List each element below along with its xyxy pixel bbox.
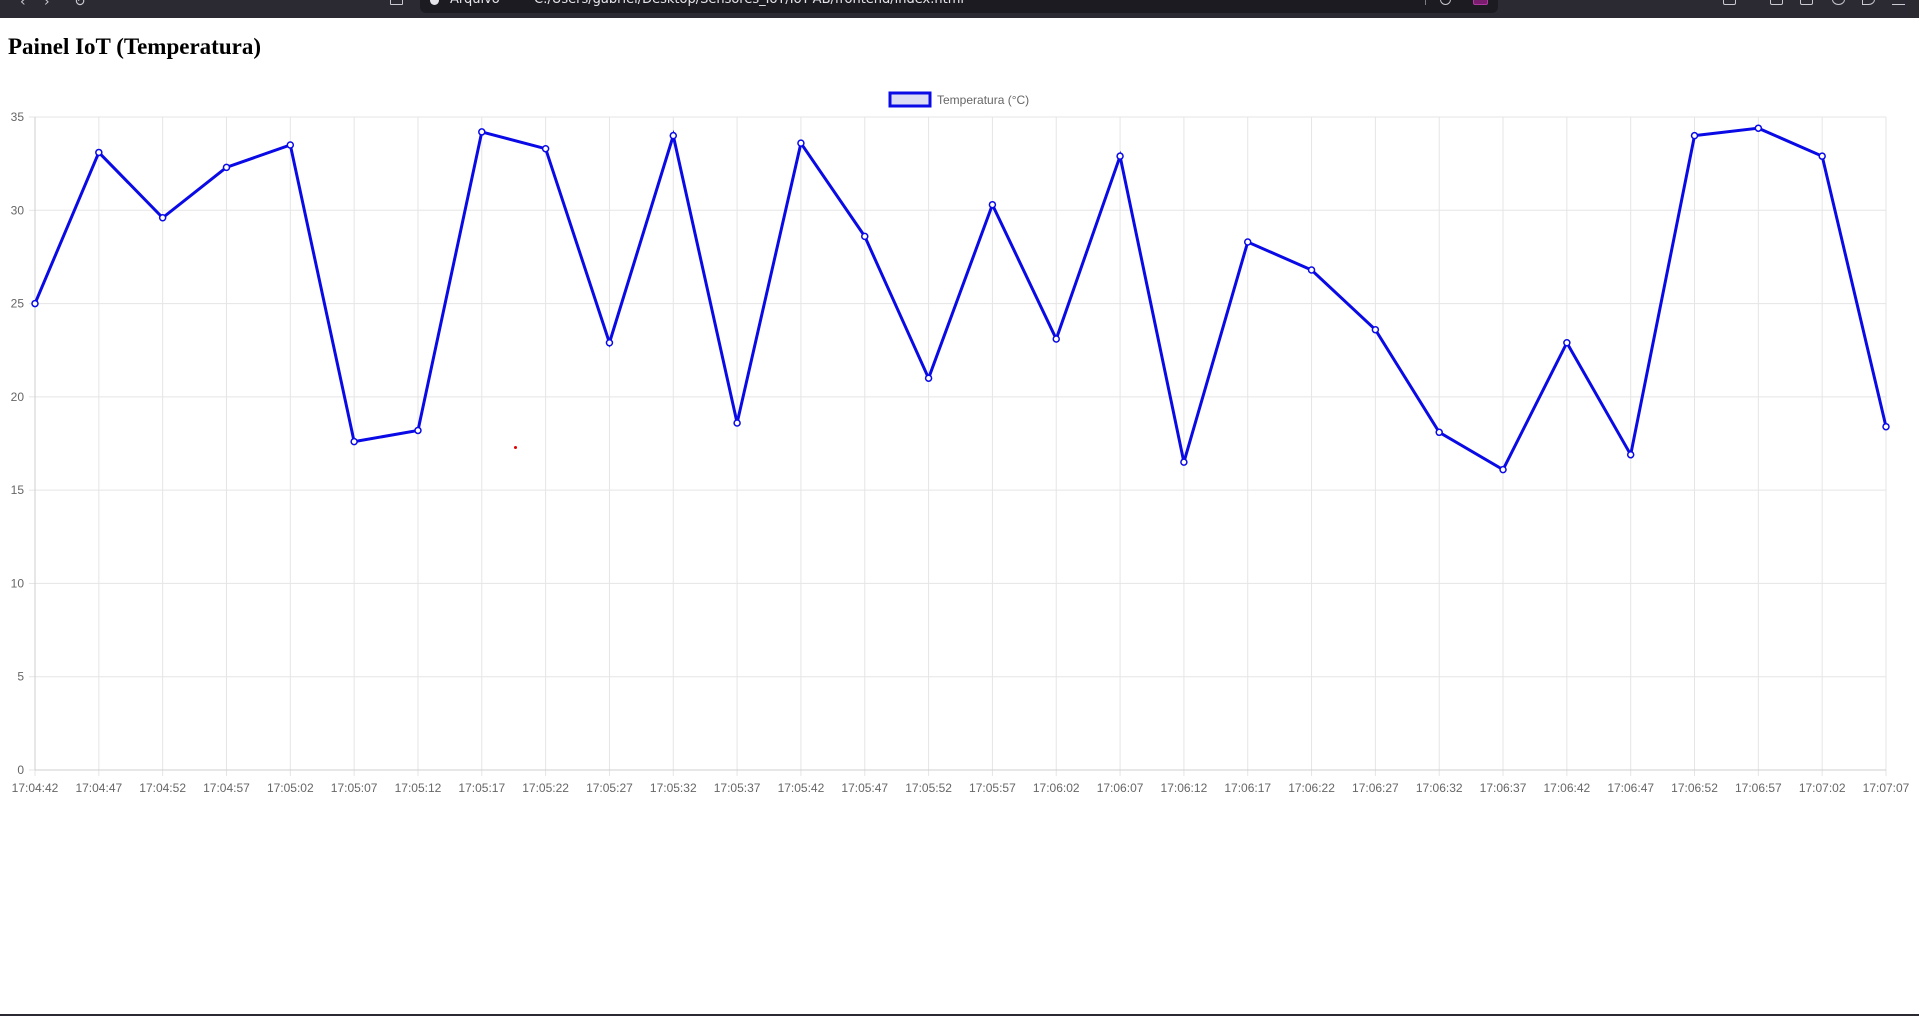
pocket-icon[interactable] [1862,0,1875,5]
back-icon[interactable]: ‹ [20,0,26,10]
x-tick-label: 17:06:12 [1161,781,1208,795]
legend-swatch [888,91,932,108]
x-tick-label: 17:06:07 [1097,781,1144,795]
shield-icon[interactable] [1440,0,1451,5]
data-point [605,339,614,347]
stray-marker-dot [514,446,517,449]
x-tick-label: 17:05:52 [905,781,952,795]
x-tick-label: 17:05:17 [458,781,505,795]
x-tick-label: 17:06:27 [1352,781,1399,795]
data-point [541,144,550,153]
x-tick-label: 17:05:12 [395,781,442,795]
data-point [286,141,295,149]
data-point [1116,152,1124,160]
data-point [414,426,422,435]
y-tick-label: 30 [11,203,25,217]
forward-icon[interactable]: › [44,0,50,10]
legend-label: Temperatura (°C) [937,93,1029,107]
library-icon[interactable] [1770,0,1783,5]
page-title: Painel IoT (Temperatura) [8,34,261,59]
temperature-series-line [33,126,1888,472]
x-tick-label: 17:04:52 [139,781,186,795]
x-tick-label: 17:06:22 [1288,781,1335,795]
y-tick-label: 15 [11,483,25,497]
reload-icon[interactable]: ↻ [74,0,86,10]
x-tick-label: 17:07:07 [1863,781,1910,795]
bookmark-icon[interactable] [390,0,403,5]
x-tick-label: 17:06:32 [1416,781,1463,795]
data-point [1818,152,1826,160]
x-tick-label: 17:05:27 [586,781,633,795]
data-point [1371,325,1380,334]
x-tick-label: 17:05:57 [969,781,1016,795]
data-point [1499,465,1507,474]
url-value: C:/Users/gabriel/Desktop/Sensores_IoT/Io… [534,0,964,7]
data-point [1243,238,1252,246]
page-info-icon[interactable] [430,0,439,5]
temperature-line-chart: 0 5 10 15 20 25 30 35 17:04:42 17:04:47 17:04:52 17… [11,91,1910,795]
data-point [222,163,231,172]
data-point [1754,124,1763,132]
y-tick-label: 25 [11,297,25,311]
x-tick-label: 17:06:47 [1607,781,1654,795]
data-point [350,437,358,446]
data-point [988,200,997,209]
downloads-icon[interactable] [1723,0,1736,5]
data-point [1563,339,1571,347]
x-tick-label: 17:05:42 [778,781,825,795]
data-point [669,131,678,140]
data-point [1052,335,1060,343]
data-point [733,419,741,427]
x-tick-label: 17:07:02 [1799,781,1846,795]
sidebar-icon[interactable] [1800,0,1813,5]
data-point [478,128,486,136]
x-tick-label: 17:04:57 [203,781,250,795]
x-tick-label: 17:04:42 [12,781,59,795]
data-point [797,139,805,147]
extension-icon[interactable] [1473,0,1488,5]
y-tick-label: 20 [11,390,25,404]
window-bottom-border [0,1014,1919,1016]
x-tick-label: 17:06:17 [1224,781,1271,795]
data-point [1882,422,1890,431]
address-bar[interactable]: Arquivo C:/Users/gabriel/Desktop/Sensore… [420,0,1498,13]
x-tick-label: 17:05:47 [841,781,888,795]
x-tick-label: 17:04:47 [75,781,122,795]
x-tick-label: 17:05:22 [522,781,569,795]
data-point [95,148,103,157]
data-point [1435,428,1443,437]
x-tick-label: 17:05:07 [331,781,378,795]
y-tick-label: 5 [17,670,24,684]
x-tick-label: 17:05:02 [267,781,314,795]
y-tick-label: 10 [11,576,25,590]
x-tick-label: 17:06:57 [1735,781,1782,795]
data-point [1180,458,1188,466]
menu-icon[interactable] [1892,0,1905,5]
y-tick-label: 35 [11,110,25,124]
url-prefix: Arquivo [450,0,500,7]
data-point [158,213,167,222]
x-tick-label: 17:06:37 [1480,781,1527,795]
x-tick-label: 17:05:37 [714,781,761,795]
address-bar-text[interactable]: Arquivo C:/Users/gabriel/Desktop/Sensore… [450,0,964,7]
x-tick-label: 17:05:32 [650,781,697,795]
data-point [1690,131,1699,140]
url-separator [1425,0,1426,5]
account-icon[interactable] [1832,0,1845,5]
data-point [31,299,39,308]
y-tick-label: 0 [17,763,24,777]
x-tick-label: 17:06:52 [1671,781,1718,795]
data-point [1307,266,1316,274]
x-tick-label: 17:06:42 [1544,781,1591,795]
data-point [924,374,933,382]
data-point [1626,450,1635,459]
browser-toolbar: ‹ › ↻ Arquivo C:/Users/gabriel/Desktop/S… [0,0,1919,18]
x-tick-label: 17:06:02 [1033,781,1080,795]
data-point [861,232,869,241]
